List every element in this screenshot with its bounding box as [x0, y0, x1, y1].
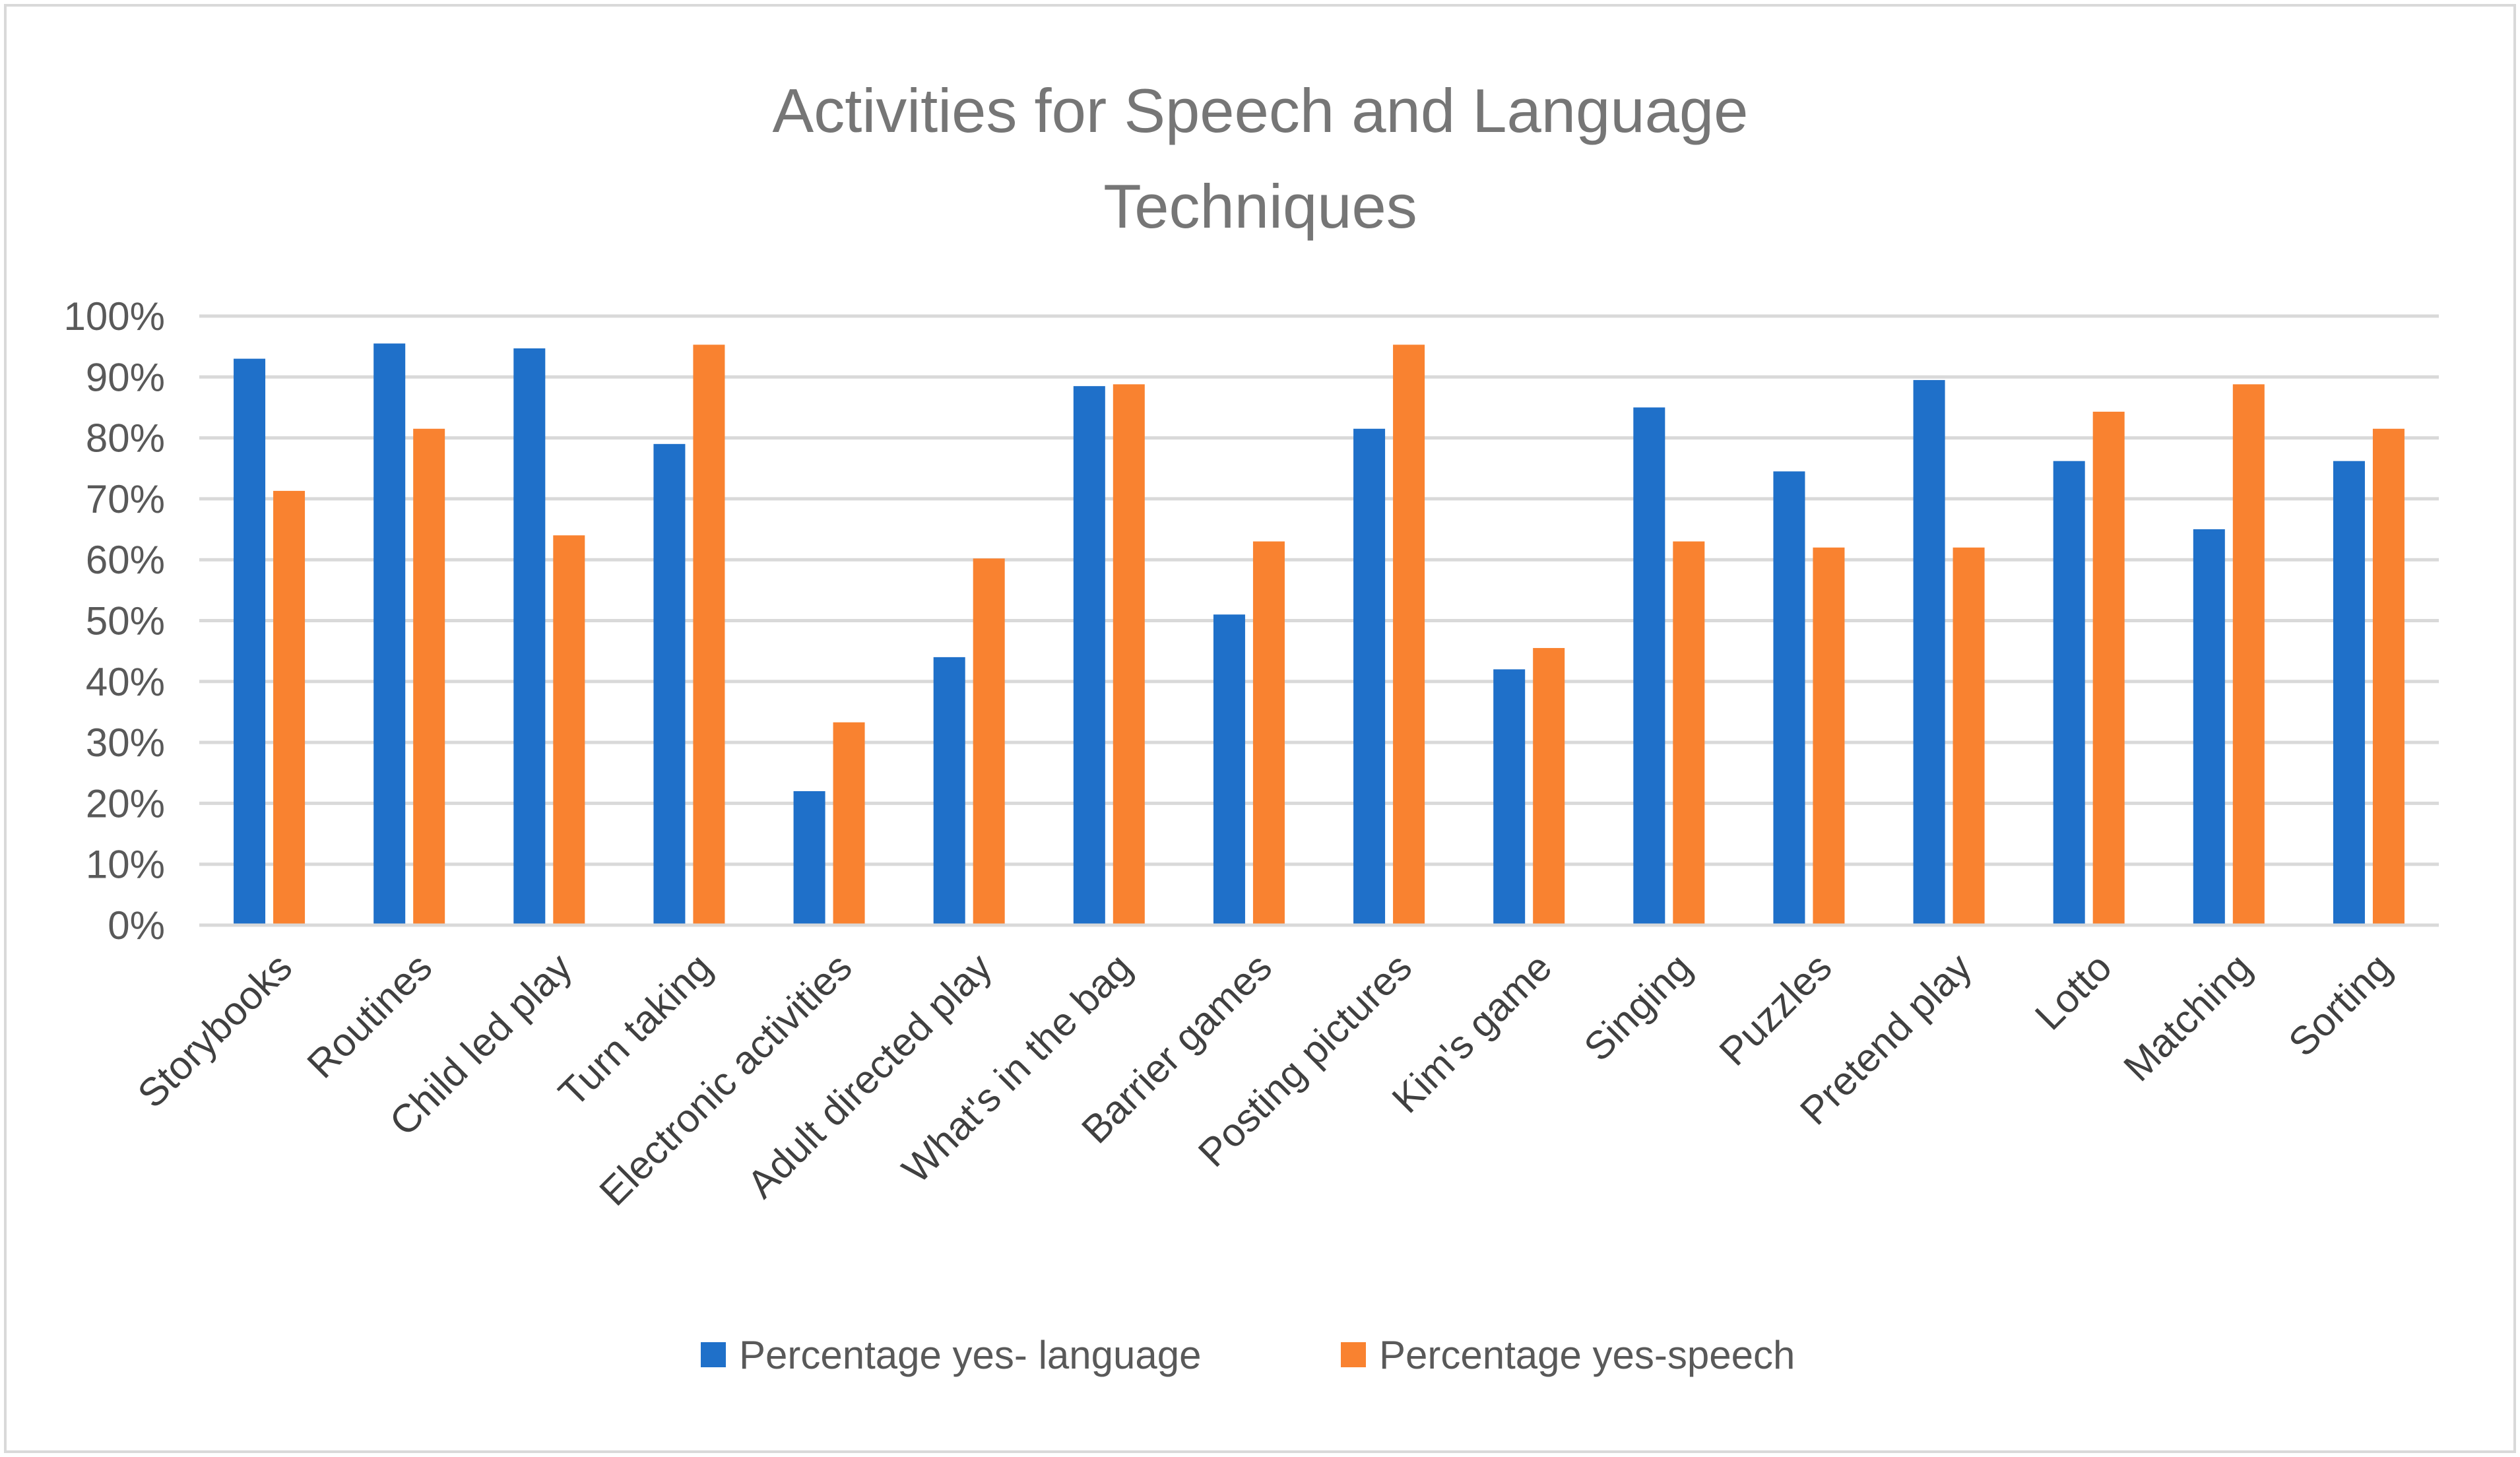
bar-language — [513, 348, 546, 925]
bar-language — [653, 443, 686, 925]
y-tick-label: 0% — [108, 903, 165, 948]
bar-speech — [693, 344, 725, 925]
y-tick-label: 100% — [64, 294, 165, 339]
bar-language — [1773, 471, 1805, 925]
y-tick-label: 90% — [86, 355, 165, 399]
bar-speech — [833, 722, 865, 925]
bar-language — [793, 791, 825, 925]
bar-language — [2053, 461, 2085, 925]
bar-speech — [273, 490, 306, 925]
bar-speech — [1113, 384, 1145, 925]
bar-language — [933, 657, 965, 925]
bar-language — [1353, 428, 1386, 925]
bar-speech — [413, 428, 445, 925]
bar-language — [234, 358, 266, 925]
bar-language — [1633, 407, 1665, 925]
legend-swatch-speech — [1341, 1342, 1366, 1367]
bar-speech — [553, 535, 585, 925]
y-axis-ticks: 0% 10% 20% 30% 40% 50% 60% 70% 80% 90% 100% — [64, 294, 165, 948]
y-tick-label: 80% — [86, 416, 165, 461]
bar-language — [1913, 379, 1945, 925]
bar-speech — [1393, 344, 1425, 925]
bar-language — [1213, 614, 1245, 925]
bars — [234, 343, 2405, 925]
chart-title-line-1: Activities for Speech and Language — [773, 76, 1749, 145]
y-tick-label: 50% — [86, 599, 165, 643]
legend-swatch-language — [701, 1342, 726, 1367]
bar-speech — [1953, 547, 1985, 925]
bar-language — [2333, 461, 2365, 925]
bar-speech — [1673, 541, 1705, 925]
y-tick-label: 10% — [86, 843, 165, 887]
legend: Percentage yes- language Percentage yes-s… — [701, 1333, 1795, 1377]
bar-language — [2193, 529, 2225, 925]
bar-language — [1073, 386, 1105, 925]
bar-speech — [1533, 648, 1565, 925]
y-tick-label: 70% — [86, 477, 165, 521]
bar-language — [373, 343, 406, 925]
bar-speech — [973, 558, 1005, 925]
y-tick-label: 20% — [86, 781, 165, 826]
y-tick-label: 40% — [86, 660, 165, 704]
chart-title-line-2: Techniques — [1103, 172, 1417, 241]
bar-speech — [2372, 428, 2405, 925]
bar-speech — [1252, 541, 1285, 925]
y-tick-label: 30% — [86, 721, 165, 765]
bar-speech — [2232, 384, 2265, 925]
legend-label-language: Percentage yes- language — [739, 1333, 1202, 1377]
y-tick-label: 60% — [86, 538, 165, 582]
bar-speech — [2092, 411, 2125, 925]
legend-label-speech: Percentage yes-speech — [1379, 1333, 1795, 1377]
bar-language — [1493, 669, 1526, 925]
bar-speech — [1813, 547, 1845, 925]
